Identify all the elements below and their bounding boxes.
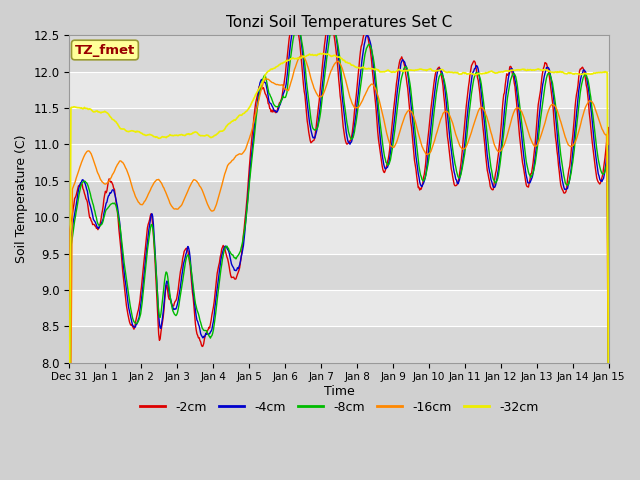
Bar bbox=[69, 36, 609, 72]
Legend: -2cm, -4cm, -8cm, -16cm, -32cm: -2cm, -4cm, -8cm, -16cm, -32cm bbox=[135, 396, 543, 419]
Bar bbox=[69, 253, 609, 290]
Title: Tonzi Soil Temperatures Set C: Tonzi Soil Temperatures Set C bbox=[226, 15, 452, 30]
Bar bbox=[69, 290, 609, 326]
Bar bbox=[69, 326, 609, 362]
Y-axis label: Soil Temperature (C): Soil Temperature (C) bbox=[15, 135, 28, 263]
Bar bbox=[69, 72, 609, 108]
Bar bbox=[69, 181, 609, 217]
Text: TZ_fmet: TZ_fmet bbox=[75, 44, 135, 57]
Bar bbox=[69, 217, 609, 253]
Bar bbox=[69, 144, 609, 181]
X-axis label: Time: Time bbox=[324, 385, 355, 398]
Bar bbox=[69, 108, 609, 144]
